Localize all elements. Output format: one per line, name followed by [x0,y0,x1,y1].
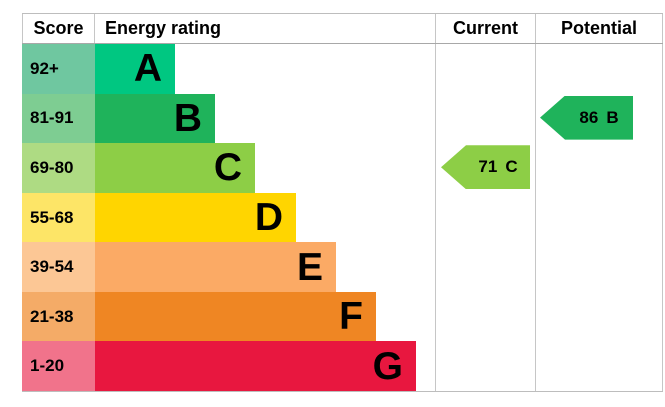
current-rating-letter: C [505,157,518,177]
rating-cell: A [95,44,435,94]
band-row: 69-80 C [22,143,663,193]
rating-bar: C [95,143,255,193]
current-cell [435,192,535,243]
energy-rating-column-header: Energy rating [105,18,222,38]
potential-cell [535,44,663,94]
current-cell [435,341,535,392]
potential-cell [535,291,663,342]
score-column-header: Score [22,14,95,43]
rating-cell: G [95,341,435,392]
epc-table: Score Energy rating Current Potential 92… [22,13,663,392]
potential-cell [535,242,663,292]
potential-rating-letter: B [606,107,619,127]
potential-cell [535,192,663,243]
current-cell [435,44,535,94]
table-header-row: Score Energy rating Current Potential [22,14,663,44]
band-rows: 92+ A 81-91 B 69-80 C 55-68 D 39-54 E [22,44,663,392]
rating-bar: B [95,93,215,144]
score-range-cell: 55-68 [22,192,95,243]
potential-rating-value: 86 [579,107,599,127]
rating-cell: E [95,242,435,292]
rating-bar: F [95,291,376,342]
score-range-cell: 92+ [22,44,95,94]
score-range-cell: 1-20 [22,341,95,392]
current-cell [435,93,535,144]
rating-cell: B [95,93,435,144]
rating-bar: G [95,341,416,392]
band-row: 1-20 G [22,341,663,392]
current-cell [435,291,535,342]
band-row: 92+ A [22,44,663,94]
rating-cell: F [95,291,435,342]
current-rating-value: 71 [478,157,498,177]
current-cell [435,143,535,193]
rating-bar: D [95,192,296,243]
band-row: 39-54 E [22,242,663,292]
score-range-cell: 81-91 [22,93,95,144]
score-range-cell: 69-80 [22,143,95,193]
potential-cell [535,143,663,193]
rating-bar: E [95,242,336,292]
score-range-cell: 21-38 [22,291,95,342]
potential-cell [535,93,663,144]
potential-column-header: Potential [535,14,663,43]
band-row: 21-38 F [22,291,663,342]
band-row: 81-91 B [22,93,663,144]
rating-bar: A [95,44,175,94]
score-range-cell: 39-54 [22,242,95,292]
band-row: 55-68 D [22,192,663,243]
rating-cell: D [95,192,435,243]
potential-cell [535,341,663,392]
current-cell [435,242,535,292]
rating-cell: C [95,143,435,193]
current-column-header: Current [435,14,535,43]
